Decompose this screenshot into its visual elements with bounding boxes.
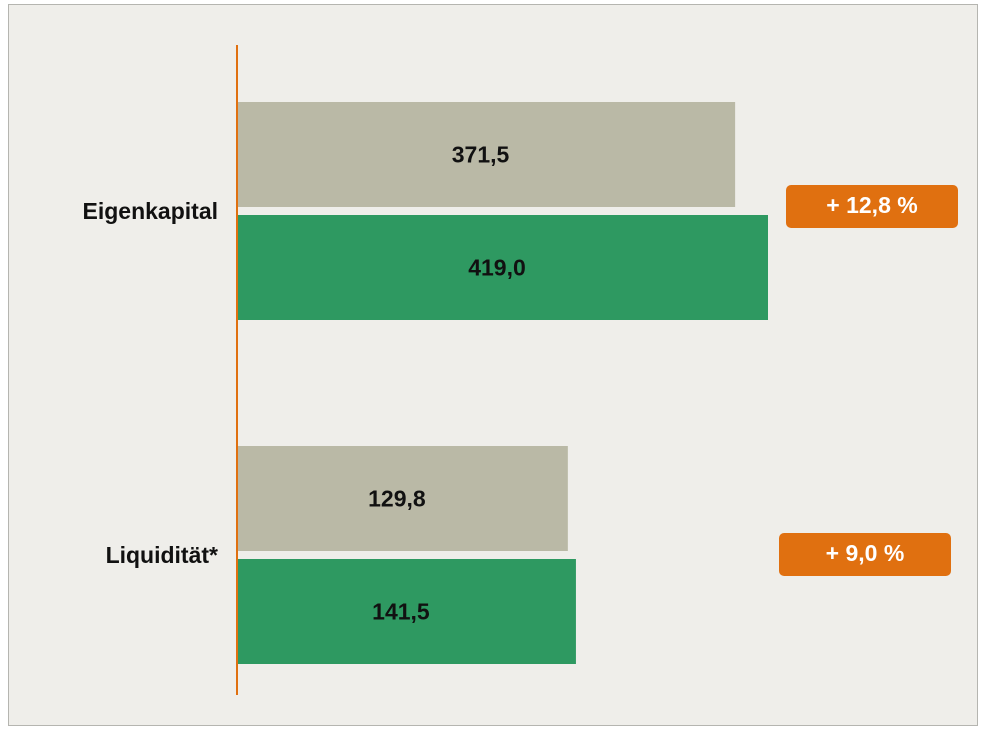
change-label: + 9,0 % (826, 540, 905, 566)
change-label: + 12,8 % (826, 192, 917, 218)
bar (238, 102, 736, 207)
bar (238, 215, 768, 320)
category-label: Eigenkapital (83, 198, 218, 224)
bar (238, 446, 568, 551)
category-label: Liquidität* (106, 542, 218, 568)
change-badge (786, 185, 958, 228)
data-label: 371,5 (452, 142, 510, 168)
bar (238, 559, 576, 664)
data-label: 129,8 (368, 486, 426, 512)
data-label: 141,5 (372, 599, 430, 625)
change-badge (779, 533, 951, 576)
data-label: 419,0 (468, 255, 526, 281)
